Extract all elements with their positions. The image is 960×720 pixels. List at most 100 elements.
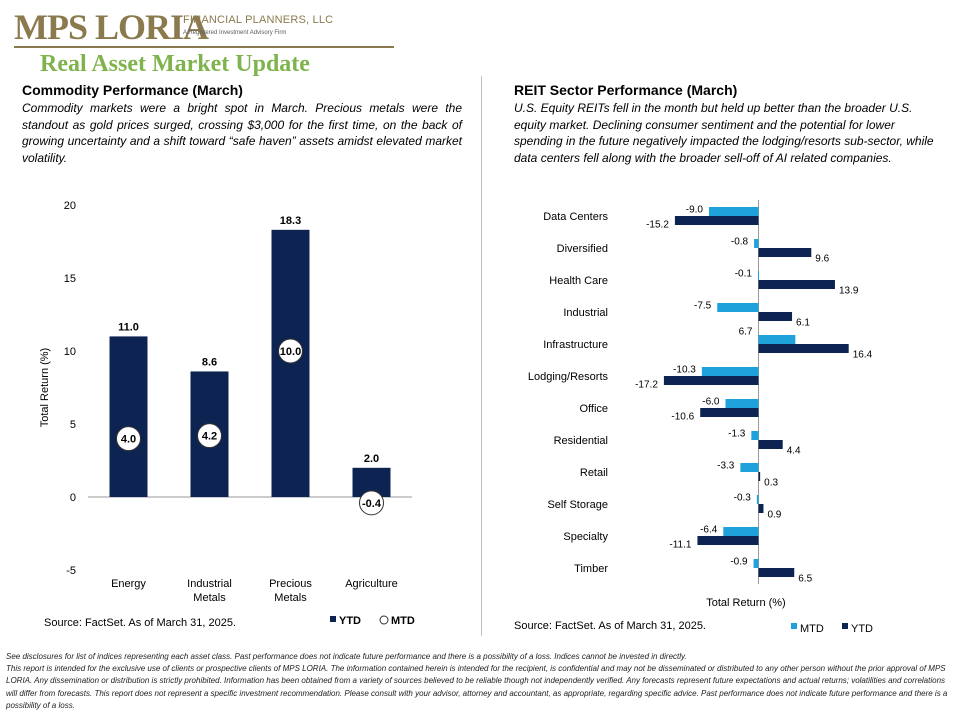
mtd-bar <box>740 463 759 472</box>
mtd-bar <box>723 527 759 536</box>
ytd-bar <box>109 336 148 497</box>
reit-section-title: REIT Sector Performance (March) <box>514 82 738 98</box>
sector-label: Infrastructure <box>543 339 608 351</box>
sector-label: Timber <box>574 563 608 575</box>
ytd-value-label: 16.4 <box>853 350 873 361</box>
reit-sector-chart: Data Centers -9.0 -15.2 Diversified -0.8 9.6 H… <box>528 200 873 635</box>
sector-label: Office <box>579 403 608 415</box>
legend-ytd-label: YTD <box>339 615 361 627</box>
ytd-bar <box>758 344 849 353</box>
mtd-marker <box>359 490 384 516</box>
ytd-bar <box>697 536 759 545</box>
mtd-value-label: -1.3 <box>728 429 746 440</box>
mtd-value-label: -9.0 <box>686 205 704 216</box>
mtd-value-label: 4.2 <box>202 431 217 443</box>
category-label: Agriculture <box>345 578 398 590</box>
disclaimer-text: This report is intended for the exclusiv… <box>6 664 948 710</box>
ytd-bar <box>758 312 793 321</box>
reit-section-body: U.S. Equity REITs fell in the month but … <box>514 101 934 165</box>
sector-label: Industrial <box>563 307 608 319</box>
mtd-value-label: -0.3 <box>734 493 752 504</box>
y-tick-label: 5 <box>70 419 76 431</box>
legend-mtd-label: MTD <box>800 623 824 635</box>
ytd-value-label: 11.0 <box>118 321 139 333</box>
sector-label: Specialty <box>563 531 608 543</box>
mtd-value-label: -7.5 <box>694 301 712 312</box>
y-tick-label: 10 <box>64 346 76 358</box>
legend-ytd-swatch <box>330 616 336 622</box>
category-label: Metals <box>274 592 307 604</box>
mtd-value-label: -6.0 <box>702 397 720 408</box>
mtd-value-label: -0.4 <box>362 498 382 510</box>
column-divider <box>481 76 482 636</box>
y-tick-label: 20 <box>64 200 76 212</box>
ytd-value-label: 6.1 <box>796 318 810 329</box>
x-axis-title: Total Return (%) <box>706 597 785 609</box>
sector-label: Health Care <box>549 275 608 287</box>
legend-ytd-swatch <box>842 623 848 629</box>
commodity-performance-chart: -5 0 5 10 15 20 Total Return (%) 11.0 4.0 Energy 8… <box>39 200 415 627</box>
ytd-bar <box>758 248 812 257</box>
legend-ytd-label: YTD <box>851 623 873 635</box>
ytd-value-label: 8.6 <box>202 356 217 368</box>
commodity-source-note: Source: FactSet. As of March 31, 2025. <box>44 617 236 629</box>
mtd-value-label: -6.4 <box>700 525 718 536</box>
sector-label: Data Centers <box>543 211 608 223</box>
ytd-bar <box>758 440 783 449</box>
category-label: Energy <box>111 578 146 590</box>
mtd-bar <box>757 271 759 280</box>
mtd-bar <box>753 559 759 568</box>
logo: MPS LORIA <box>14 7 209 47</box>
sector-label: Lodging/Resorts <box>528 371 609 383</box>
legend-mtd-label: MTD <box>391 615 415 627</box>
mtd-bar <box>717 303 759 312</box>
mtd-marker <box>278 338 303 364</box>
reit-source-note: Source: FactSet. As of March 31, 2025. <box>514 620 706 632</box>
mtd-bar <box>725 399 759 408</box>
mtd-value-label: -0.9 <box>730 557 748 568</box>
ytd-bar <box>674 216 759 225</box>
mtd-bar <box>701 367 759 376</box>
mtd-value-label: 10.0 <box>280 346 301 358</box>
mtd-bar <box>758 335 796 344</box>
ytd-bar <box>700 408 759 417</box>
ytd-bar <box>758 472 761 481</box>
logo-tagline: A Registered Investment Advisory Firm <box>183 30 287 36</box>
ytd-value-label: 0.9 <box>767 510 781 521</box>
commodity-section-body: Commodity markets were a bright spot in … <box>22 101 462 165</box>
ytd-value-label: 4.4 <box>787 446 801 457</box>
mtd-value-label: -0.8 <box>731 237 749 248</box>
ytd-value-label: 13.9 <box>839 286 859 297</box>
logo-underline <box>14 46 394 48</box>
legend-mtd-swatch <box>379 615 389 625</box>
ytd-bar <box>758 504 764 513</box>
ytd-bar <box>663 376 759 385</box>
ytd-bar <box>758 568 795 577</box>
mtd-bar <box>756 495 759 504</box>
mtd-bar <box>754 239 759 248</box>
mtd-marker <box>116 426 141 452</box>
disclosure-line: See disclosures for list of indices repr… <box>6 652 687 661</box>
ytd-value-label: 6.5 <box>798 574 812 585</box>
ytd-value-label: 9.6 <box>815 254 829 265</box>
ytd-value-label: 0.3 <box>764 478 778 489</box>
ytd-value-label: 2.0 <box>364 453 379 465</box>
mtd-marker <box>197 423 222 449</box>
ytd-value-label: -11.1 <box>669 540 691 551</box>
mtd-value-label: -3.3 <box>717 461 735 472</box>
ytd-value-label: 18.3 <box>280 215 301 227</box>
mtd-value-label: 6.7 <box>739 327 753 338</box>
y-axis-title: Total Return (%) <box>39 348 51 427</box>
sector-label: Diversified <box>557 243 608 255</box>
mtd-value-label: 4.0 <box>121 434 136 446</box>
category-label: Industrial <box>187 578 232 590</box>
sector-label: Residential <box>554 435 608 447</box>
sector-label: Retail <box>580 467 608 479</box>
mtd-bar <box>751 431 759 440</box>
sector-label: Self Storage <box>547 499 608 511</box>
ytd-bar <box>758 280 835 289</box>
mtd-value-label: -0.1 <box>735 269 753 280</box>
commodity-section-title: Commodity Performance (March) <box>22 82 243 98</box>
ytd-value-label: -17.2 <box>635 380 658 391</box>
page-title: Real Asset Market Update <box>40 51 310 77</box>
